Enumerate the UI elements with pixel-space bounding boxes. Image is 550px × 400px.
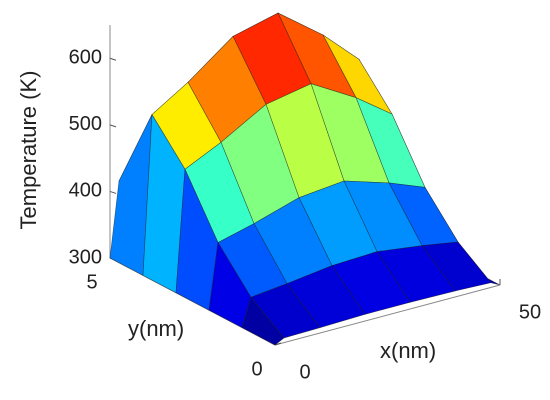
z-tick [109,57,117,61]
y-axis-label: y(nm) [128,316,184,341]
z-tick [109,190,117,194]
axis-line [274,284,501,346]
z-tick-label: 300 [69,246,102,268]
y-tick-label: 0 [251,358,262,380]
y-tick-label: 5 [86,271,97,293]
z-axis-label: Temperature (K) [16,71,41,230]
z-tick-label: 600 [69,47,102,69]
z-tick [109,124,117,128]
x-tick-label: 50 [519,301,541,323]
y-tick [274,342,282,346]
x-axis-label: x(nm) [380,338,436,363]
z-tick-label: 500 [69,113,102,135]
surface-patch [241,296,285,346]
x-tick-label: 0 [299,361,310,383]
z-tick-label: 400 [69,180,102,202]
